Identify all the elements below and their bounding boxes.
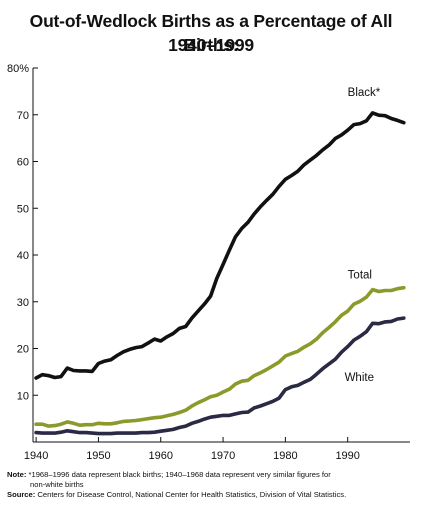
x-tick-label: 1950 — [86, 450, 110, 462]
series-line-white — [34, 316, 406, 436]
series-label-total: Total — [348, 269, 372, 281]
x-tick-label: 1940 — [24, 450, 48, 462]
source-text: Centers for Disease Control, National Ce… — [35, 490, 347, 499]
series-labels: Black* Total White — [345, 87, 381, 384]
y-tick-label: 80% — [7, 63, 29, 75]
footnotes: Note: *1968–1996 data represent black bi… — [7, 470, 417, 500]
series-line-black — [34, 111, 406, 380]
note-label: Note: — [7, 470, 27, 479]
series-lines — [34, 111, 406, 436]
series-line-total — [34, 285, 406, 428]
y-tick-label: 70 — [17, 110, 29, 122]
source-label: Source: — [7, 490, 36, 499]
series-label-black: Black* — [348, 87, 381, 99]
y-tick-label: 20 — [17, 344, 29, 356]
note-text: *1968–1996 data represent black births; … — [26, 470, 331, 479]
x-tick-label: 1970 — [211, 450, 235, 462]
x-tick-label: 1990 — [335, 450, 359, 462]
x-tick-label: 1980 — [273, 450, 297, 462]
note-line: Note: *1968–1996 data represent black bi… — [7, 470, 417, 480]
chart-title-line1: Out-of-Wedlock Births as a Percentage of… — [29, 11, 393, 55]
y-tick-label: 10 — [17, 390, 29, 402]
x-tick-label: 1960 — [149, 450, 173, 462]
series-label-white: White — [345, 372, 374, 384]
y-tick-label: 50 — [17, 203, 29, 215]
x-axis-ticks: 1940 1950 1960 1970 1980 1990 — [24, 437, 360, 462]
y-tick-label: 30 — [17, 297, 29, 309]
y-tick-label: 60 — [17, 157, 29, 169]
source-line: Source: Centers for Disease Control, Nat… — [7, 490, 417, 500]
y-tick-label: 40 — [17, 250, 29, 262]
chart-title-line2: 1940–1999 — [168, 35, 254, 55]
y-axis-ticks: 10 20 30 40 50 60 70 80% — [7, 63, 38, 402]
note-line-continued: non-white births — [30, 480, 84, 489]
